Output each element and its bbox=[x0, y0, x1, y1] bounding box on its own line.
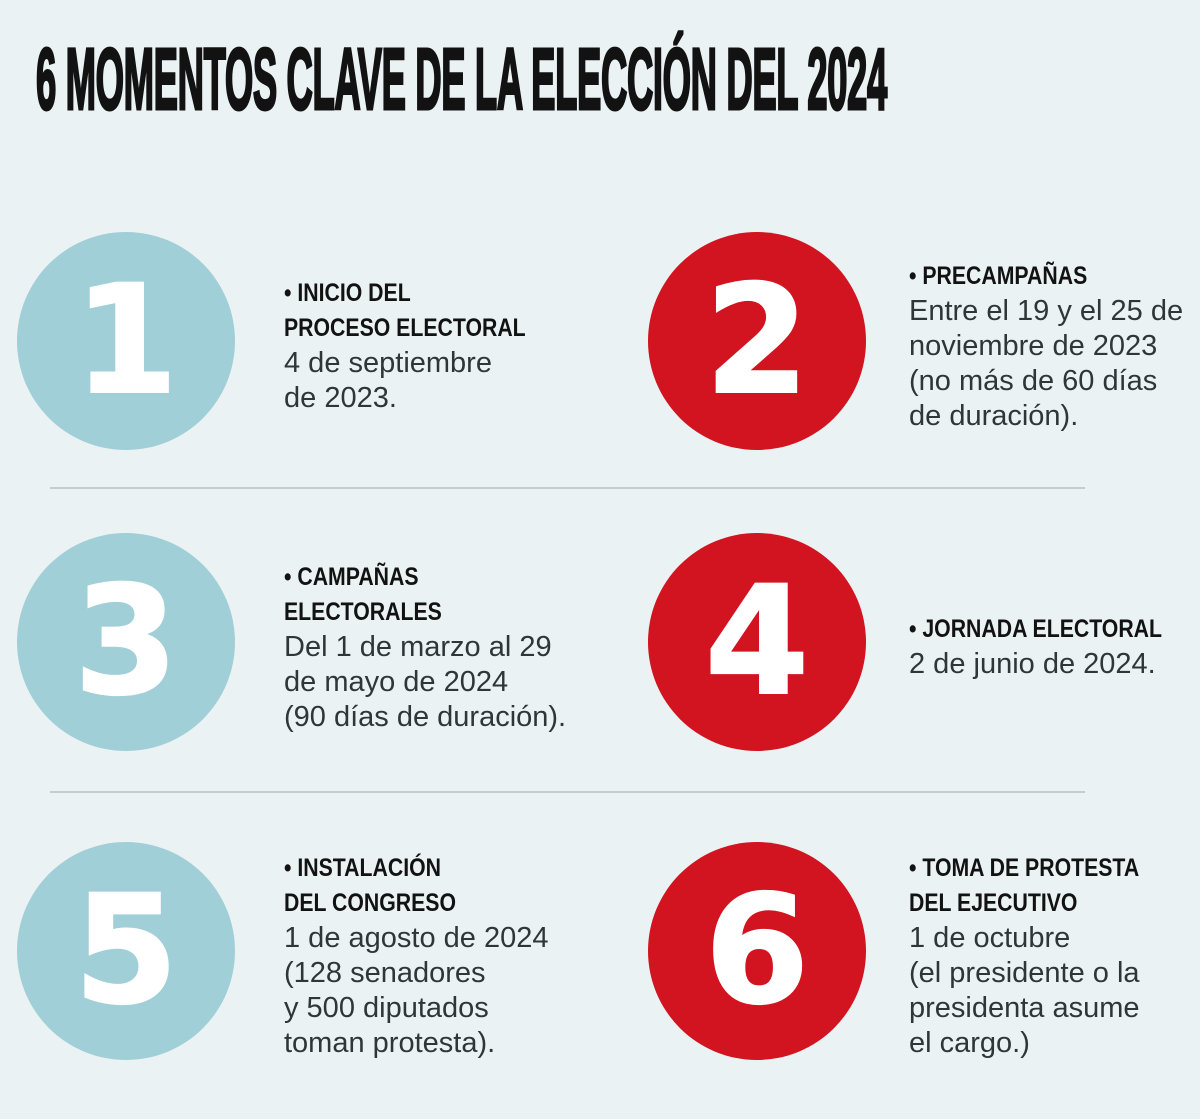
step-5-heading-line: • INSTALACIÓN bbox=[284, 854, 441, 882]
timeline-row-1: 1 • INICIO DEL PROCESO ELECTORAL 4 de se… bbox=[0, 190, 1200, 487]
timeline-row-3: 5 • INSTALACIÓN DEL CONGRESO 1 de agosto… bbox=[0, 793, 1200, 1073]
page-title: 6 MOMENTOS CLAVE DE LA ELECCIÓN DEL 2024 bbox=[35, 31, 888, 128]
step-6-body-line: (el presidente o la bbox=[909, 957, 1140, 989]
step-6-body-line: 1 de octubre bbox=[909, 922, 1071, 954]
step-2-body-line: noviembre de 2023 bbox=[909, 329, 1158, 362]
step-5-body-line: toman protesta). bbox=[284, 1027, 496, 1059]
step-1-number: 1 bbox=[73, 254, 179, 428]
step-5-circle: 5 bbox=[17, 842, 235, 1060]
timeline-row-2: 3 • CAMPAÑAS ELECTORALES Del 1 de marzo … bbox=[0, 489, 1200, 791]
step-5-body-line: 1 de agosto de 2024 bbox=[284, 922, 549, 954]
step-6-heading-line: • TOMA DE PROTESTA bbox=[909, 854, 1140, 882]
step-4-heading-line: • JORNADA ELECTORAL bbox=[909, 615, 1163, 643]
step-3: 3 • CAMPAÑAS ELECTORALES Del 1 de marzo … bbox=[17, 533, 648, 751]
step-6-text: • TOMA DE PROTESTA DEL EJECUTIVO 1 de oc… bbox=[909, 841, 1180, 1061]
step-3-body-line: de mayo de 2024 bbox=[284, 665, 509, 698]
step-1-circle: 1 bbox=[17, 232, 235, 450]
timeline: 1 • INICIO DEL PROCESO ELECTORAL 4 de se… bbox=[0, 190, 1200, 1073]
step-2-body-line: de duración). bbox=[909, 399, 1079, 432]
step-5-text: • INSTALACIÓN DEL CONGRESO 1 de agosto d… bbox=[284, 841, 548, 1061]
step-4-text: • JORNADA ELECTORAL 2 de junio de 2024. bbox=[909, 602, 1200, 682]
step-6-heading-line: DEL EJECUTIVO bbox=[909, 889, 1078, 917]
step-3-heading-line: ELECTORALES bbox=[284, 597, 442, 626]
step-1-body-line: 4 de septiembre bbox=[284, 347, 492, 379]
step-1-heading-line: PROCESO ELECTORAL bbox=[284, 314, 526, 342]
step-4-number: 4 bbox=[704, 555, 810, 729]
step-2-circle: 2 bbox=[648, 232, 866, 450]
row-divider bbox=[50, 487, 1085, 489]
step-6-body-line: el cargo.) bbox=[909, 1027, 1030, 1059]
step-4: 4 • JORNADA ELECTORAL 2 de junio de 2024… bbox=[648, 533, 1200, 751]
step-3-circle: 3 bbox=[17, 533, 235, 751]
step-2-text: • PRECAMPAÑAS Entre el 19 y el 25 de nov… bbox=[909, 249, 1183, 434]
step-3-text: • CAMPAÑAS ELECTORALES Del 1 de marzo al… bbox=[284, 550, 566, 735]
row-divider bbox=[50, 791, 1085, 793]
step-3-body-line: Del 1 de marzo al 29 bbox=[284, 630, 552, 663]
step-5-number: 5 bbox=[73, 864, 179, 1038]
step-2-body-line: (no más de 60 días bbox=[909, 364, 1158, 397]
step-1-heading-line: • INICIO DEL bbox=[284, 279, 411, 307]
step-1: 1 • INICIO DEL PROCESO ELECTORAL 4 de se… bbox=[17, 232, 648, 450]
step-2-number: 2 bbox=[704, 254, 810, 428]
step-3-body-line: (90 días de duración). bbox=[284, 700, 567, 733]
step-1-text: • INICIO DEL PROCESO ELECTORAL 4 de sept… bbox=[284, 266, 568, 416]
step-2-heading-line: • PRECAMPAÑAS bbox=[909, 261, 1088, 290]
step-3-number: 3 bbox=[73, 555, 179, 729]
step-4-circle: 4 bbox=[648, 533, 866, 751]
step-6-circle: 6 bbox=[648, 842, 866, 1060]
step-5-heading-line: DEL CONGRESO bbox=[284, 889, 456, 917]
step-5-body-line: y 500 diputados bbox=[284, 992, 489, 1024]
step-6: 6 • TOMA DE PROTESTA DEL EJECUTIVO 1 de … bbox=[648, 841, 1200, 1061]
step-4-body-line: 2 de junio de 2024. bbox=[909, 648, 1156, 680]
step-2-body-line: Entre el 19 y el 25 de bbox=[909, 294, 1184, 327]
step-2: 2 • PRECAMPAÑAS Entre el 19 y el 25 de n… bbox=[648, 232, 1200, 450]
step-5: 5 • INSTALACIÓN DEL CONGRESO 1 de agosto… bbox=[17, 841, 648, 1061]
step-5-body-line: (128 senadores bbox=[284, 957, 486, 989]
step-3-heading-line: • CAMPAÑAS bbox=[284, 562, 419, 591]
step-6-body-line: presidenta asume bbox=[909, 992, 1140, 1024]
step-6-number: 6 bbox=[704, 864, 810, 1038]
step-1-body-line: de 2023. bbox=[284, 382, 397, 414]
